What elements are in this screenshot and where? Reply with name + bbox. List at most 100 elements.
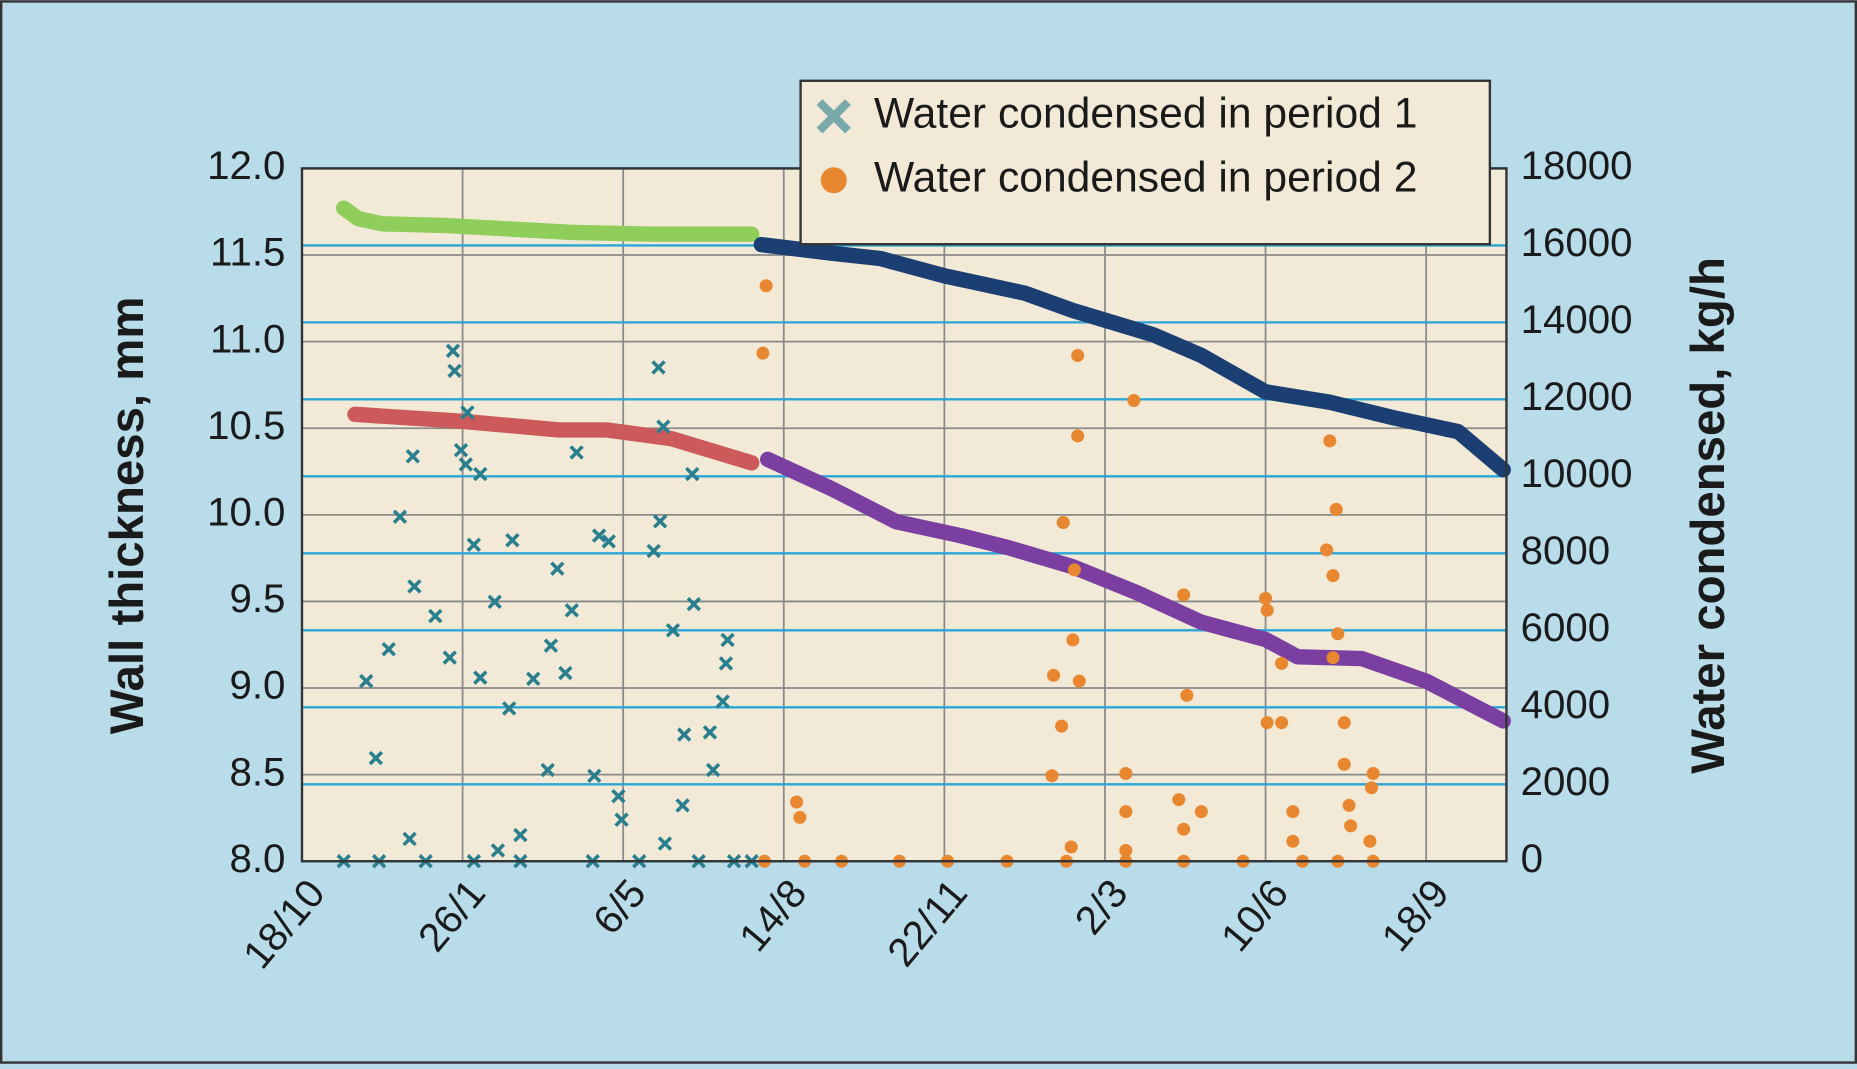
y2-tick-label: 18000 (1521, 143, 1633, 188)
scatter-point (1275, 716, 1289, 730)
scatter-point (715, 694, 730, 709)
scatter-point (543, 638, 559, 653)
scatter-point (587, 768, 602, 783)
scatter-point (1275, 656, 1289, 670)
scatter-point (1064, 840, 1078, 854)
y2-tick-label: 10000 (1521, 451, 1633, 496)
thickness-line (760, 451, 1511, 729)
scatter-point (458, 457, 473, 472)
scatter-point (505, 533, 520, 548)
scatter-point (460, 405, 475, 420)
y-tick-label: 11.5 (210, 230, 285, 275)
scatter-point (405, 449, 420, 464)
scatter-point (611, 789, 626, 804)
legend-label: Water condensed in period 2 (874, 154, 1417, 202)
scatter-point (513, 827, 528, 843)
y-tick-label: 12.0 (207, 143, 285, 188)
scatter-point (793, 810, 807, 824)
legend-swatch (820, 167, 847, 194)
scatter-point (1177, 822, 1191, 836)
scatter-point (1067, 563, 1081, 577)
scatter-point (1119, 766, 1133, 780)
y2-tick-label: 4000 (1521, 682, 1611, 727)
scatter-point (657, 836, 673, 851)
scatter-point (677, 727, 692, 742)
scatter-point (790, 795, 804, 809)
scatter-point (1071, 348, 1085, 362)
scatter-point (1066, 633, 1080, 647)
scatter-point (1326, 569, 1340, 583)
scatter-point (1331, 627, 1345, 641)
scatter-point (759, 279, 773, 293)
y-tick-label: 9.5 (229, 576, 285, 621)
scatter-point (1260, 716, 1274, 730)
y2-tick-label: 16000 (1521, 220, 1633, 265)
legend-swatch (816, 99, 851, 134)
scatter-point (445, 343, 461, 359)
scatter-point (569, 445, 584, 460)
scatter-point (550, 561, 565, 576)
scatter-point (1337, 716, 1351, 730)
scatter-point (473, 670, 488, 685)
y2-tick-label: 0 (1521, 836, 1543, 881)
scatter-point (1323, 434, 1337, 448)
scatter-point (1366, 766, 1380, 780)
scatter-point (646, 543, 661, 559)
y2-tick-label: 12000 (1521, 374, 1633, 419)
scatter-point (1194, 805, 1208, 819)
scatter-point (652, 514, 668, 529)
scatter-point (442, 650, 457, 665)
y2-tick-label: 6000 (1521, 605, 1611, 650)
scatter-point (1119, 843, 1133, 857)
scatter-point (1344, 819, 1358, 833)
scatter-point (402, 831, 417, 847)
scatter-point (466, 537, 482, 553)
scatter-point (686, 596, 702, 612)
y-axis-label: Wall thickness, mm (101, 297, 154, 735)
scatter-point (1055, 719, 1069, 733)
scatter-point (487, 594, 502, 609)
thickness-line (336, 200, 760, 242)
scatter-point (428, 608, 443, 624)
scatter-point (705, 762, 721, 778)
y-tick-label: 10.0 (207, 489, 285, 534)
y2-axis-label: Water condensed, kg/h (1682, 257, 1735, 774)
scatter-point (490, 843, 506, 858)
scatter-point (359, 673, 374, 689)
scatter-point (368, 750, 384, 766)
scatter-point (1127, 393, 1141, 408)
scatter-point (1329, 502, 1343, 516)
scatter-point (447, 363, 462, 379)
scatter-point (381, 641, 396, 657)
scatter-point (1047, 668, 1061, 682)
legend: Water condensed in period 1 Water condens… (799, 79, 1492, 246)
scatter-point (601, 534, 616, 549)
scatter-point (665, 623, 681, 638)
thickness-line (753, 236, 1511, 478)
scatter-point (558, 665, 573, 681)
y-tick-label: 8.0 (229, 836, 285, 881)
scatter-point (1320, 543, 1334, 557)
scatter-point (1180, 688, 1194, 702)
scatter-point (656, 419, 671, 434)
scatter-point (1172, 793, 1186, 807)
scatter-point (1363, 834, 1377, 848)
scatter-point (675, 798, 690, 813)
scatter-point (501, 701, 517, 716)
y-tick-label: 8.5 (229, 749, 285, 794)
scatter-point (756, 346, 770, 360)
scatter-point (1286, 834, 1300, 848)
scatter-point (392, 509, 408, 524)
scatter-point (651, 360, 666, 375)
scatter-point (1071, 429, 1085, 443)
scatter-point (718, 656, 734, 671)
scatter-point (1045, 769, 1059, 783)
legend-label: Water condensed in period 1 (874, 90, 1417, 138)
scatter-point (1056, 516, 1070, 530)
thickness-line (347, 406, 760, 471)
y2-tick-label: 8000 (1521, 528, 1611, 573)
scatter-point (591, 528, 607, 543)
scatter-point (685, 466, 700, 482)
scatter-point (614, 812, 629, 827)
